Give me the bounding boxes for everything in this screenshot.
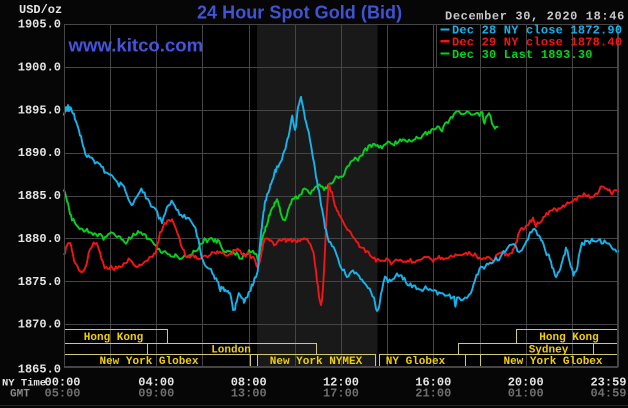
svg-text:17:00: 17:00 bbox=[323, 387, 359, 401]
svg-text:00:00: 00:00 bbox=[45, 376, 81, 390]
svg-text:Hong Kong: Hong Kong bbox=[84, 332, 143, 344]
svg-text:Dec 28 NY close 1872.90: Dec 28 NY close 1872.90 bbox=[452, 24, 622, 38]
svg-text:London: London bbox=[211, 345, 251, 357]
svg-text:20:00: 20:00 bbox=[508, 376, 544, 390]
svg-text:NY Time: NY Time bbox=[2, 377, 46, 389]
svg-text:1895.0: 1895.0 bbox=[18, 103, 61, 117]
svg-text:1875.0: 1875.0 bbox=[18, 275, 61, 289]
svg-text:24 Hour Spot Gold (Bid): 24 Hour Spot Gold (Bid) bbox=[197, 2, 402, 22]
svg-text:09:00: 09:00 bbox=[138, 387, 174, 401]
svg-text:Dec 30 Last 1893.30: Dec 30 Last 1893.30 bbox=[452, 48, 593, 62]
svg-text:1885.0: 1885.0 bbox=[18, 189, 61, 203]
svg-text:NY Globex: NY Globex bbox=[386, 356, 446, 368]
svg-text:New York NYMEX: New York NYMEX bbox=[270, 356, 363, 368]
svg-text:21:00: 21:00 bbox=[415, 387, 451, 401]
svg-text:Hong Kong: Hong Kong bbox=[539, 332, 598, 344]
svg-text:1880.0: 1880.0 bbox=[18, 232, 61, 246]
svg-text:1890.0: 1890.0 bbox=[18, 146, 61, 160]
svg-text:12:00: 12:00 bbox=[323, 376, 359, 390]
svg-text:December 30, 2020 18:46: December 30, 2020 18:46 bbox=[445, 10, 625, 24]
svg-text:04:00: 04:00 bbox=[138, 376, 174, 390]
svg-text:New York Globex: New York Globex bbox=[503, 356, 602, 368]
svg-text:www.kitco.com: www.kitco.com bbox=[68, 35, 204, 56]
svg-text:1905.0: 1905.0 bbox=[18, 18, 61, 32]
svg-text:1900.0: 1900.0 bbox=[18, 61, 61, 75]
svg-text:Sydney: Sydney bbox=[529, 345, 569, 357]
svg-text:05:00: 05:00 bbox=[45, 387, 81, 401]
svg-text:USD/oz: USD/oz bbox=[19, 3, 62, 17]
svg-text:1865.0: 1865.0 bbox=[18, 363, 61, 377]
svg-text:04:59: 04:59 bbox=[590, 387, 626, 401]
svg-text:16:00: 16:00 bbox=[415, 376, 451, 390]
svg-text:1870.0: 1870.0 bbox=[18, 318, 61, 332]
svg-text:New York Globex: New York Globex bbox=[99, 356, 198, 368]
svg-text:08:00: 08:00 bbox=[231, 376, 267, 390]
svg-text:01:00: 01:00 bbox=[508, 387, 544, 401]
svg-text:Dec 29 NY close 1878.40: Dec 29 NY close 1878.40 bbox=[452, 36, 622, 50]
svg-text:23:59: 23:59 bbox=[590, 376, 626, 390]
svg-text:13:00: 13:00 bbox=[231, 387, 267, 401]
svg-text:GMT: GMT bbox=[10, 389, 30, 401]
